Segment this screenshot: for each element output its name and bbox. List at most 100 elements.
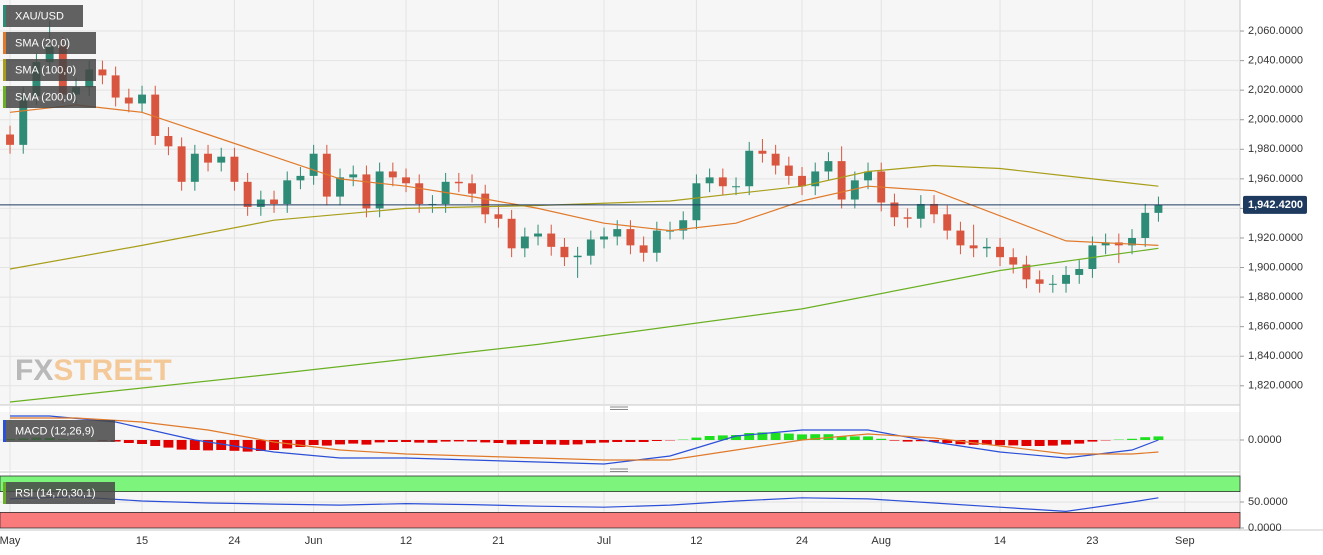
x-tick-label: 24 <box>228 535 240 547</box>
histogram-bar <box>361 440 372 445</box>
candle-body <box>283 180 292 204</box>
histogram-bar <box>836 436 847 440</box>
legend-entry-swatch <box>3 59 6 81</box>
histogram-bar <box>783 433 794 440</box>
x-tick-label: 23 <box>1086 535 1098 547</box>
candle-body <box>124 97 133 104</box>
histogram-bar <box>863 436 873 440</box>
histogram-bar <box>691 437 702 440</box>
histogram-bar <box>242 440 253 452</box>
histogram-bar <box>572 440 583 445</box>
histogram-bar <box>1047 440 1058 446</box>
histogram-bar <box>1140 437 1151 440</box>
candle-body <box>322 153 331 197</box>
x-tick-label: 12 <box>690 535 702 547</box>
candle-body <box>230 156 239 182</box>
y-tick-label: 0.0000 <box>1248 522 1282 534</box>
histogram-bar <box>704 436 715 440</box>
histogram-bar <box>849 436 860 440</box>
candle-body <box>784 165 793 176</box>
histogram-bar <box>995 440 1005 446</box>
candle-body <box>507 218 516 249</box>
candle-body <box>98 69 107 76</box>
candle-body <box>824 161 833 172</box>
candle-body <box>415 183 424 204</box>
candle-body <box>705 177 714 184</box>
histogram-bar <box>1008 440 1019 446</box>
candle-body <box>19 96 28 145</box>
candle-body <box>850 180 859 200</box>
histogram-bar <box>440 440 451 442</box>
candle-body <box>111 75 120 98</box>
indicator-label: MACD (12,26,9) <box>15 425 94 437</box>
candle-body <box>692 183 701 221</box>
histogram-bar <box>453 440 464 442</box>
histogram-bar <box>651 440 662 441</box>
candle-body <box>494 214 503 219</box>
candle-body <box>903 217 912 219</box>
candle-body <box>388 171 397 178</box>
candle-body <box>1022 264 1031 280</box>
last-price-box <box>1243 195 1307 214</box>
y-tick-label: 2,060.0000 <box>1248 25 1303 37</box>
histogram-bar <box>506 440 517 445</box>
x-tick-label: Jun <box>305 535 323 547</box>
histogram-bar <box>625 440 636 442</box>
candle-body <box>930 203 938 215</box>
candle-body <box>190 153 199 182</box>
histogram-bar <box>955 440 966 445</box>
candle-body <box>362 174 371 209</box>
last-price-label: 1,942.4200 <box>1248 199 1303 211</box>
resize-grip[interactable] <box>610 406 628 472</box>
candle-body <box>1128 237 1136 246</box>
histogram-bar <box>374 440 385 443</box>
candle-body <box>547 233 556 247</box>
candle-body <box>996 246 1004 258</box>
candle-body <box>296 175 305 181</box>
y-tick-label: 0.0000 <box>1248 434 1282 446</box>
candle-body <box>243 181 252 207</box>
candle-body <box>679 220 688 231</box>
candle-body <box>204 153 212 163</box>
line <box>9 164 1159 270</box>
candle-body <box>626 229 635 246</box>
candle-body <box>639 245 648 253</box>
line <box>9 496 1159 513</box>
candle-body <box>916 203 925 219</box>
histogram-bar <box>110 440 121 442</box>
indicator-label-swatch <box>3 482 6 504</box>
candle-body <box>652 230 661 253</box>
histogram-bar <box>1034 440 1045 446</box>
candle-body <box>771 153 780 166</box>
watermark: FX <box>15 354 53 387</box>
histogram-bar <box>348 440 359 444</box>
histogram-bar <box>585 440 596 444</box>
histogram-bar <box>1074 440 1085 444</box>
y-tick-label: 2,000.0000 <box>1248 114 1303 126</box>
line <box>10 415 1159 465</box>
candle-body <box>956 230 965 246</box>
candle-body <box>256 199 265 207</box>
histogram-bar <box>308 440 319 445</box>
histogram-bar <box>1061 440 1071 445</box>
histogram-bar <box>942 440 953 443</box>
histogram-bar <box>981 440 992 445</box>
histogram-bar <box>427 440 438 443</box>
histogram-bar <box>137 440 147 444</box>
histogram-bar <box>203 440 213 451</box>
line <box>9 104 1159 246</box>
rsi-band <box>0 475 1241 493</box>
histogram-bar <box>1153 436 1164 440</box>
histogram-bar <box>216 440 227 450</box>
indicator-label-swatch <box>3 420 6 442</box>
legend-entry-swatch <box>3 32 6 54</box>
legend-entry-swatch <box>3 86 6 108</box>
y-tick-label: 1,920.0000 <box>1248 232 1303 244</box>
rsi-band <box>0 512 1241 529</box>
x-tick-label: 21 <box>492 535 504 547</box>
candle-body <box>481 193 490 215</box>
y-tick-label: 2,020.0000 <box>1248 84 1303 96</box>
indicator-label: RSI (14,70,30,1) <box>15 487 96 499</box>
histogram-bar <box>493 440 504 443</box>
histogram-bar <box>744 433 755 440</box>
